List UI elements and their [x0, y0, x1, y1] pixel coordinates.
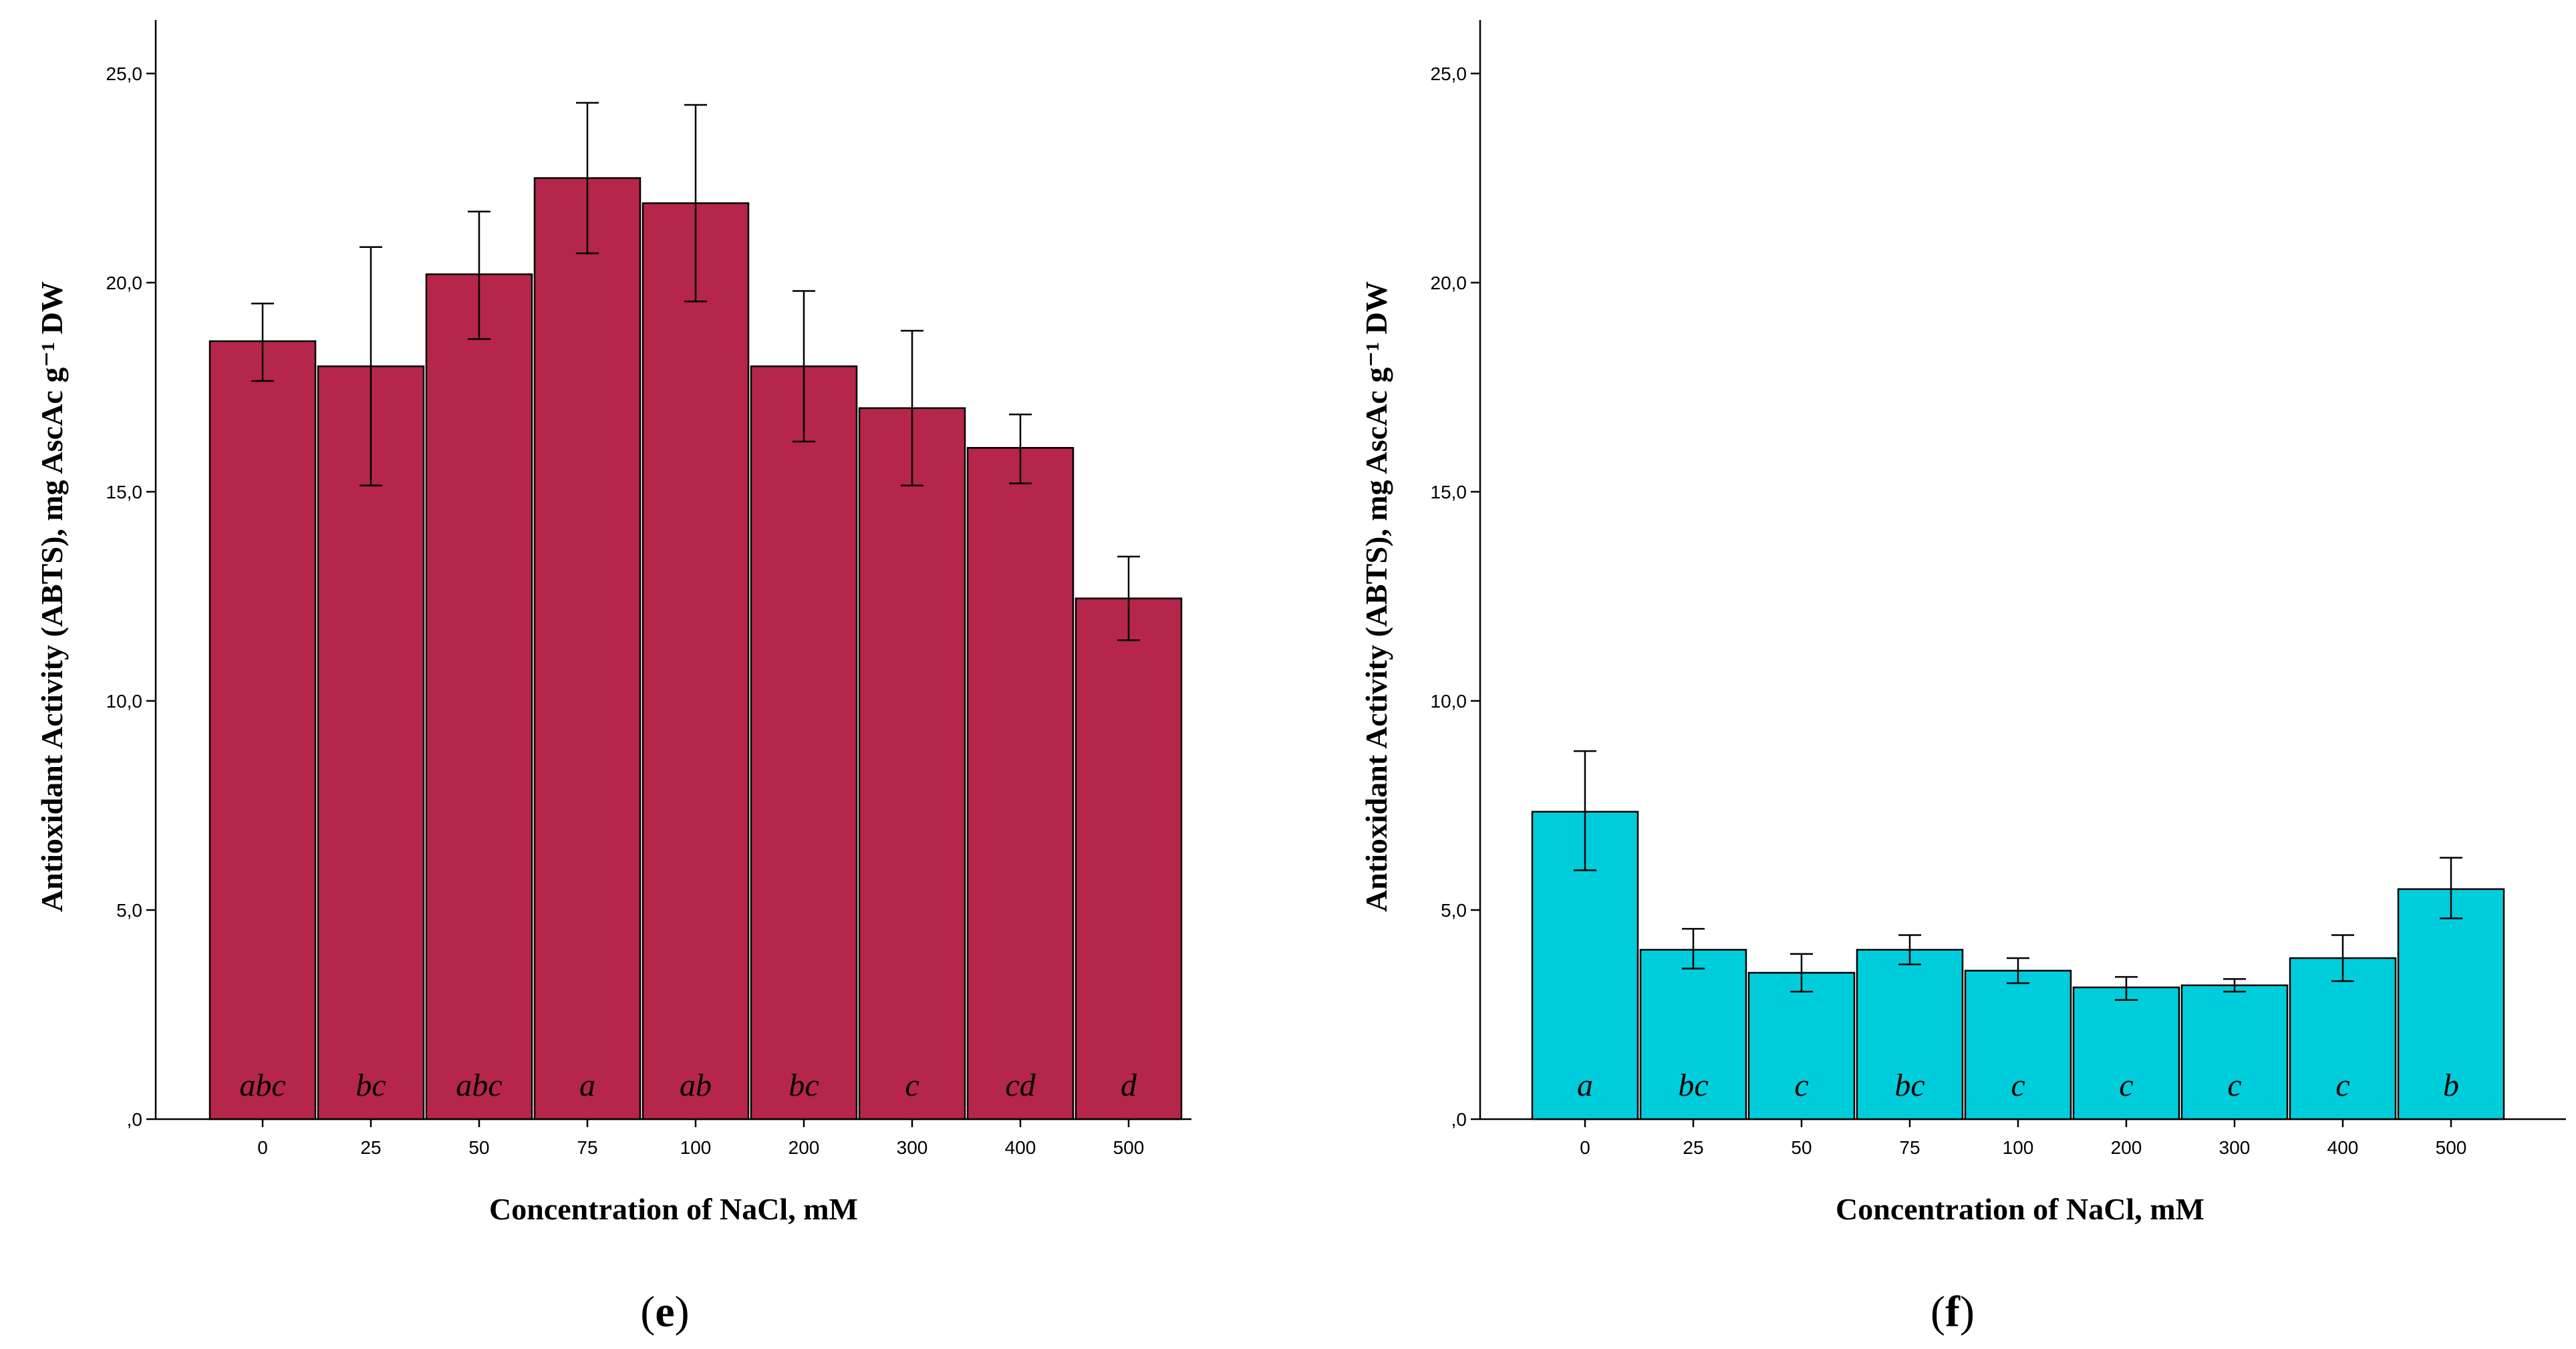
y-tick-label: 10,0 — [1431, 691, 1467, 712]
bar-500 — [1075, 597, 1183, 1120]
x-tick-label: 500 — [2436, 1137, 2467, 1158]
y-tick-label: 15,0 — [1431, 482, 1467, 502]
significance-letter-0: a — [1577, 1068, 1593, 1103]
bar-100 — [641, 202, 750, 1120]
significance-letter-0: abc — [239, 1068, 285, 1103]
x-tick-label: 400 — [1005, 1137, 1036, 1158]
bar-25 — [1639, 949, 1747, 1120]
bar-0 — [208, 340, 317, 1120]
significance-letter-200: bc — [789, 1068, 819, 1103]
significance-letter-300: c — [2227, 1068, 2241, 1103]
y-tick-label: ,0 — [127, 1109, 142, 1130]
bar-75 — [533, 177, 641, 1120]
bar-50 — [425, 273, 533, 1120]
panel-label: (e) — [640, 1288, 689, 1336]
panel-label-open-paren: ( — [1930, 1288, 1945, 1336]
y-tick-label: 15,0 — [106, 482, 143, 502]
panel-label-close-paren: ) — [1960, 1288, 1975, 1336]
y-axis-title: Antioxidant Activity (ABTS), mg AscAc g⁻… — [1359, 281, 1393, 912]
significance-letter-400: cd — [1005, 1068, 1036, 1103]
x-tick-label: 100 — [2003, 1137, 2034, 1158]
y-tick-label: 25,0 — [1431, 63, 1467, 84]
x-tick-label: 100 — [680, 1137, 712, 1158]
y-tick-label: 25,0 — [106, 63, 143, 84]
bar-200 — [750, 365, 858, 1120]
bar-400 — [966, 447, 1075, 1120]
x-tick-label: 0 — [257, 1137, 268, 1158]
bar-200 — [2072, 986, 2180, 1120]
x-tick-label: 500 — [1113, 1137, 1145, 1158]
bar-300 — [2180, 984, 2289, 1120]
y-tick-label: 20,0 — [1431, 273, 1467, 293]
significance-letter-200: c — [2119, 1068, 2133, 1103]
bar-400 — [2289, 957, 2397, 1120]
significance-letter-75: a — [579, 1068, 595, 1103]
significance-letter-500: d — [1121, 1068, 1137, 1103]
bar-75 — [1856, 949, 1964, 1120]
y-tick-label: 20,0 — [106, 273, 143, 293]
x-tick-label: 0 — [1580, 1137, 1590, 1158]
significance-letter-50: c — [1794, 1068, 1808, 1103]
x-tick-label: 400 — [2327, 1137, 2359, 1158]
x-tick-label: 75 — [1899, 1137, 1920, 1158]
y-tick-label: 10,0 — [106, 691, 143, 712]
bar-300 — [858, 407, 966, 1120]
x-tick-label: 200 — [2111, 1137, 2142, 1158]
significance-letter-50: abc — [456, 1068, 502, 1103]
significance-letter-500: b — [2443, 1068, 2459, 1103]
significance-letter-75: bc — [1894, 1068, 1924, 1103]
x-tick-label: 50 — [468, 1137, 489, 1158]
bar-25 — [317, 365, 425, 1120]
significance-letter-300: c — [905, 1068, 919, 1103]
bar-500 — [2397, 888, 2505, 1120]
significance-letter-100: c — [2011, 1068, 2025, 1103]
x-tick-label: 50 — [1791, 1137, 1812, 1158]
panel-label-open-paren: ( — [640, 1288, 655, 1336]
panel-label-letter: f — [1945, 1288, 1961, 1336]
x-axis-title: Concentration of NaCl, mM — [1836, 1192, 2204, 1226]
x-tick-label: 25 — [360, 1137, 381, 1158]
y-tick-label: ,0 — [1451, 1109, 1467, 1130]
panel-label-close-paren: ) — [675, 1288, 690, 1336]
chart-panel-f: ,05,010,015,020,025,0a0bc25c50bc75c100c2… — [1359, 20, 2566, 1336]
x-tick-label: 200 — [789, 1137, 820, 1158]
x-tick-label: 300 — [897, 1137, 928, 1158]
y-tick-label: 5,0 — [116, 900, 142, 921]
y-axis-title: Antioxidant Activity (ABTS), mg AscAc g⁻… — [35, 281, 69, 912]
significance-letter-25: bc — [355, 1068, 386, 1103]
significance-letter-100: ab — [680, 1068, 712, 1103]
significance-letter-400: c — [2335, 1068, 2349, 1103]
x-tick-label: 25 — [1683, 1137, 1703, 1158]
x-tick-label: 300 — [2219, 1137, 2251, 1158]
significance-letter-25: bc — [1678, 1068, 1708, 1103]
y-tick-label: 5,0 — [1441, 900, 1467, 921]
x-tick-label: 75 — [577, 1137, 597, 1158]
chart-panel-e: ,0 5,0 10,0 15,0 20,0 25,0 abc 0 bc 25 abc 50 a 75 ab 1… — [35, 20, 1191, 1336]
panel-label: (f) — [1930, 1288, 1975, 1336]
panel-label-letter: e — [655, 1288, 674, 1336]
x-axis-title: Concentration of NaCl, mM — [489, 1192, 858, 1226]
